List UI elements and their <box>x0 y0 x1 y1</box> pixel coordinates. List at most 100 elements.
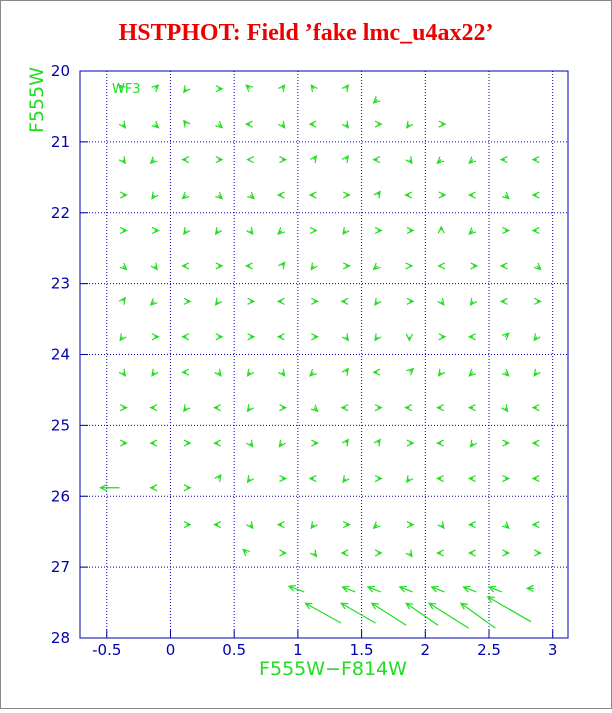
vector-arrow <box>278 439 286 448</box>
y-tick-label: 22 <box>51 204 70 222</box>
vector-arrow <box>340 602 376 624</box>
vector-arrow <box>276 333 285 341</box>
vector-arrow <box>373 438 381 447</box>
chart-title: HSTPHOT: Field ’fake lmc_u4ax22’ <box>119 20 494 46</box>
vector-arrow <box>531 521 540 529</box>
vector-arrow <box>406 521 415 529</box>
x-tick-label: 1.5 <box>350 641 374 659</box>
vector-arrow <box>436 439 444 447</box>
vector-arrow <box>373 190 381 199</box>
vector-arrow <box>310 262 318 271</box>
vector-arrow <box>533 262 542 271</box>
vector-arrow <box>501 332 510 340</box>
vector-arrow <box>404 404 413 412</box>
vector-arrow <box>374 120 383 128</box>
vector-arrow <box>215 191 224 200</box>
y-axis-label: F555W <box>26 67 48 133</box>
vector-arrow <box>436 474 444 483</box>
vector-arrow <box>405 549 413 558</box>
vector-arrow <box>151 120 160 129</box>
vector-arrow <box>531 156 540 164</box>
y-tick-label: 21 <box>51 133 70 151</box>
vector-arrow <box>119 404 128 412</box>
vector-arrow <box>181 333 190 341</box>
vector-arrow <box>342 227 350 236</box>
vector-arrow <box>309 226 318 235</box>
vector-arrow <box>467 549 476 557</box>
vector-arrow <box>470 262 479 270</box>
vector-arrow <box>151 84 160 92</box>
vector-arrow <box>310 84 318 93</box>
vector-arrow <box>310 404 319 413</box>
vector-arrow <box>149 404 158 412</box>
vector-arrow <box>499 156 508 164</box>
vector-arrow <box>405 333 413 342</box>
vector-arrow <box>499 297 508 305</box>
vector-arrow <box>501 191 510 200</box>
vector-arrow <box>308 474 317 483</box>
vector-arrow <box>525 584 534 592</box>
vector-arrow <box>119 226 128 235</box>
vector-arrow <box>278 84 286 93</box>
vector-arrow <box>374 333 382 342</box>
vector-arrow <box>287 585 305 593</box>
vector-arrow <box>406 297 415 305</box>
y-tick-label: 20 <box>51 62 70 80</box>
vector-arrow <box>501 521 510 530</box>
vector-arrow <box>117 84 126 92</box>
vector-arrow <box>341 84 350 93</box>
vector-arrow <box>374 404 383 412</box>
vector-arrow <box>342 475 350 484</box>
vector-arrow <box>467 404 476 412</box>
vector-arrow <box>308 191 317 199</box>
vector-arrow <box>246 521 254 530</box>
vector-arrow <box>438 120 447 128</box>
vector-arrow <box>459 602 496 629</box>
vector-arrow <box>502 549 511 557</box>
vector-arrow <box>278 368 286 377</box>
vector-arrow <box>468 369 477 377</box>
vector-arrow <box>374 549 383 557</box>
vector-arrow <box>531 226 540 235</box>
vector-arrow <box>119 191 128 199</box>
vector-arrow <box>502 439 511 447</box>
vector-arrow <box>311 439 320 447</box>
vector-arrow <box>149 298 158 306</box>
vector-arrow <box>533 368 541 377</box>
vector-arrow <box>501 369 510 377</box>
vector-arrow <box>214 368 222 377</box>
vector-arrow <box>531 474 540 483</box>
vector-arrow <box>183 119 191 128</box>
vector-arrow <box>119 439 128 447</box>
vector-arrow <box>119 262 128 271</box>
x-tick-label: 2 <box>421 641 431 659</box>
vector-arrow <box>342 521 351 529</box>
vector-arrow <box>149 156 158 165</box>
vector-arrow <box>499 262 508 270</box>
vector-arrow <box>279 474 288 483</box>
vector-arrow <box>247 333 256 341</box>
vector-arrow <box>149 484 158 492</box>
vector-arrow <box>341 154 350 164</box>
vector-arrow <box>279 404 288 412</box>
x-tick-label: 0 <box>166 641 176 659</box>
vector-arrow <box>244 120 253 128</box>
vector-arrow <box>181 368 190 376</box>
vector-arrow <box>534 297 542 305</box>
vector-arrow <box>486 596 532 623</box>
vector-arrow <box>501 404 509 413</box>
vector-arrow <box>118 120 127 129</box>
vector-arrow <box>279 156 288 164</box>
vector-arrow <box>437 225 445 234</box>
vector-arrow <box>276 521 285 529</box>
vector-arrow <box>405 262 414 270</box>
vector-arrow <box>308 369 317 377</box>
vector-arrow <box>468 227 477 235</box>
vector-arrow <box>304 602 342 624</box>
vector-arrow <box>183 521 192 529</box>
vector-arrow <box>437 262 446 270</box>
vector-arrow <box>437 297 445 307</box>
vector-arrow <box>468 156 477 165</box>
x-tick-label: -0.5 <box>92 641 121 659</box>
vector-arrow <box>277 227 285 235</box>
